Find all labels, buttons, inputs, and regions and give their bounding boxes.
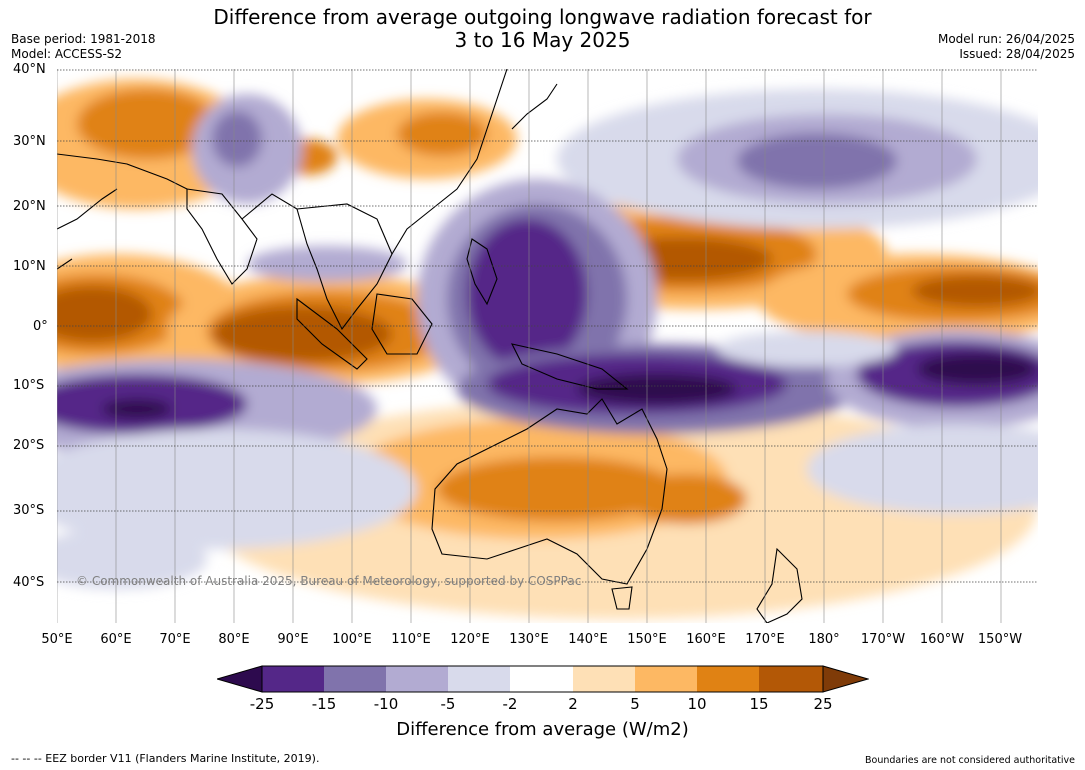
indochina-coastline bbox=[296, 203, 393, 331]
model-text: Model: ACCESS-S2 bbox=[11, 47, 123, 61]
colorbar-segment bbox=[759, 666, 823, 692]
anomaly-map bbox=[57, 69, 1038, 623]
negative-anomaly-region bbox=[57, 429, 417, 549]
lon-label: 110°E bbox=[391, 632, 431, 647]
negative-anomaly-region bbox=[212, 111, 262, 167]
meta-right: Model run: 26/04/2025 Issued: 28/04/2025 bbox=[938, 32, 1075, 62]
lon-label: 170°W bbox=[860, 632, 906, 647]
lon-label: 180° bbox=[808, 632, 840, 647]
borneo-coastline bbox=[371, 293, 433, 355]
colorbar-tick-label: -5 bbox=[440, 695, 456, 713]
tasmania-coastline bbox=[611, 586, 633, 610]
lat-label: 20°S bbox=[13, 438, 45, 453]
india-coastline bbox=[186, 188, 258, 285]
lon-label: 140°E bbox=[568, 632, 608, 647]
lat-label: 10°S bbox=[13, 378, 45, 393]
negative-anomaly-region bbox=[247, 246, 407, 282]
chart-title-line-2: 3 to 16 May 2025 bbox=[454, 28, 631, 52]
lon-label: 60°E bbox=[100, 632, 132, 647]
lat-label: 0° bbox=[33, 319, 48, 334]
sumatra-coastline bbox=[296, 297, 368, 370]
positive-anomaly-region bbox=[397, 112, 487, 156]
graticule bbox=[57, 69, 1002, 623]
philippines-coastline bbox=[466, 238, 498, 306]
colorbar-tick-label: 15 bbox=[749, 695, 769, 713]
africa-arabia-coastline bbox=[57, 188, 118, 270]
colorbar-tick-label: -2 bbox=[502, 695, 518, 713]
lon-label: 100°E bbox=[332, 632, 372, 647]
lon-label: 150°W bbox=[977, 632, 1023, 647]
colorbar bbox=[217, 665, 869, 693]
negative-anomaly-region bbox=[57, 529, 207, 589]
colorbar-lower-extension bbox=[217, 665, 263, 693]
negative-anomaly-region bbox=[917, 353, 1037, 385]
lon-label: 170°E bbox=[745, 632, 785, 647]
lat-label: 40°S bbox=[13, 575, 45, 590]
lat-label: 10°N bbox=[13, 259, 46, 274]
lat-label: 40°N bbox=[13, 62, 46, 77]
new-guinea-coastline bbox=[510, 343, 629, 390]
negative-anomaly-region bbox=[467, 219, 587, 369]
japan-coastline bbox=[511, 83, 558, 130]
positive-anomaly-region bbox=[627, 474, 747, 524]
negative-anomaly-region bbox=[807, 424, 1038, 514]
lon-label: 70°E bbox=[159, 632, 191, 647]
positive-anomaly-region bbox=[212, 306, 392, 362]
colorbar-segment bbox=[262, 666, 324, 692]
base-period-text: Base period: 1981-2018 bbox=[11, 32, 156, 46]
lon-label: 80°E bbox=[218, 632, 250, 647]
australia-coastline bbox=[431, 398, 668, 585]
lon-label: 90°E bbox=[277, 632, 309, 647]
colorbar-segment bbox=[324, 666, 386, 692]
positive-anomaly-region bbox=[57, 286, 152, 342]
colorbar-segment bbox=[386, 666, 448, 692]
eez-footnote: -- -- -- EEZ border V11 (Flanders Marine… bbox=[11, 752, 320, 765]
chart-title-line-1: Difference from average outgoing longwav… bbox=[213, 5, 872, 29]
positive-anomaly-region bbox=[77, 89, 217, 159]
colorbar-outline bbox=[261, 665, 824, 693]
lon-label: 130°E bbox=[509, 632, 549, 647]
negative-anomaly-region bbox=[737, 133, 897, 189]
positive-anomaly-region bbox=[912, 275, 1038, 307]
boundary-disclaimer: Boundaries are not considered authoritat… bbox=[865, 755, 1075, 766]
colorbar-upper-extension bbox=[822, 665, 869, 693]
issued-text: Issued: 28/04/2025 bbox=[959, 47, 1075, 61]
colorbar-segment bbox=[697, 666, 759, 692]
colorbar-tick-label: 10 bbox=[687, 695, 707, 713]
anomaly-fields bbox=[57, 79, 1038, 619]
map-canvas bbox=[57, 69, 1038, 623]
colorbar-tick-label: 25 bbox=[813, 695, 833, 713]
negative-anomaly-region bbox=[102, 399, 172, 419]
meta-left: Base period: 1981-2018 Model: ACCESS-S2 bbox=[11, 32, 156, 62]
coastlines bbox=[57, 69, 803, 623]
colorbar-tick-label: -25 bbox=[249, 695, 275, 713]
lon-label: 120°E bbox=[450, 632, 490, 647]
colorbar-segment bbox=[635, 666, 697, 692]
lon-label: 160°E bbox=[686, 632, 726, 647]
lon-label: 50°E bbox=[41, 632, 73, 647]
lat-label: 20°N bbox=[13, 199, 46, 214]
colorbar-tick-label: 5 bbox=[630, 695, 640, 713]
positive-anomaly-region bbox=[437, 457, 677, 521]
colorbar-segment bbox=[573, 666, 635, 692]
colorbar-tick-label: -10 bbox=[373, 695, 399, 713]
lon-label: 150°E bbox=[627, 632, 667, 647]
lat-label: 30°S bbox=[13, 503, 45, 518]
colorbar-title: Difference from average (W/m2) bbox=[396, 719, 689, 740]
model-run-text: Model run: 26/04/2025 bbox=[937, 32, 1075, 46]
colorbar-tick-label: 2 bbox=[568, 695, 578, 713]
negative-anomaly-region bbox=[717, 331, 897, 367]
colorbar-tick-label: -15 bbox=[311, 695, 337, 713]
copyright-text: © Commonwealth of Australia 2025, Bureau… bbox=[76, 574, 582, 588]
lon-label: 160°W bbox=[919, 632, 965, 647]
lat-label: 30°N bbox=[13, 134, 46, 149]
new-zealand-coastline bbox=[756, 547, 803, 623]
colorbar-segment bbox=[448, 666, 510, 692]
colorbar-segment bbox=[510, 666, 573, 692]
